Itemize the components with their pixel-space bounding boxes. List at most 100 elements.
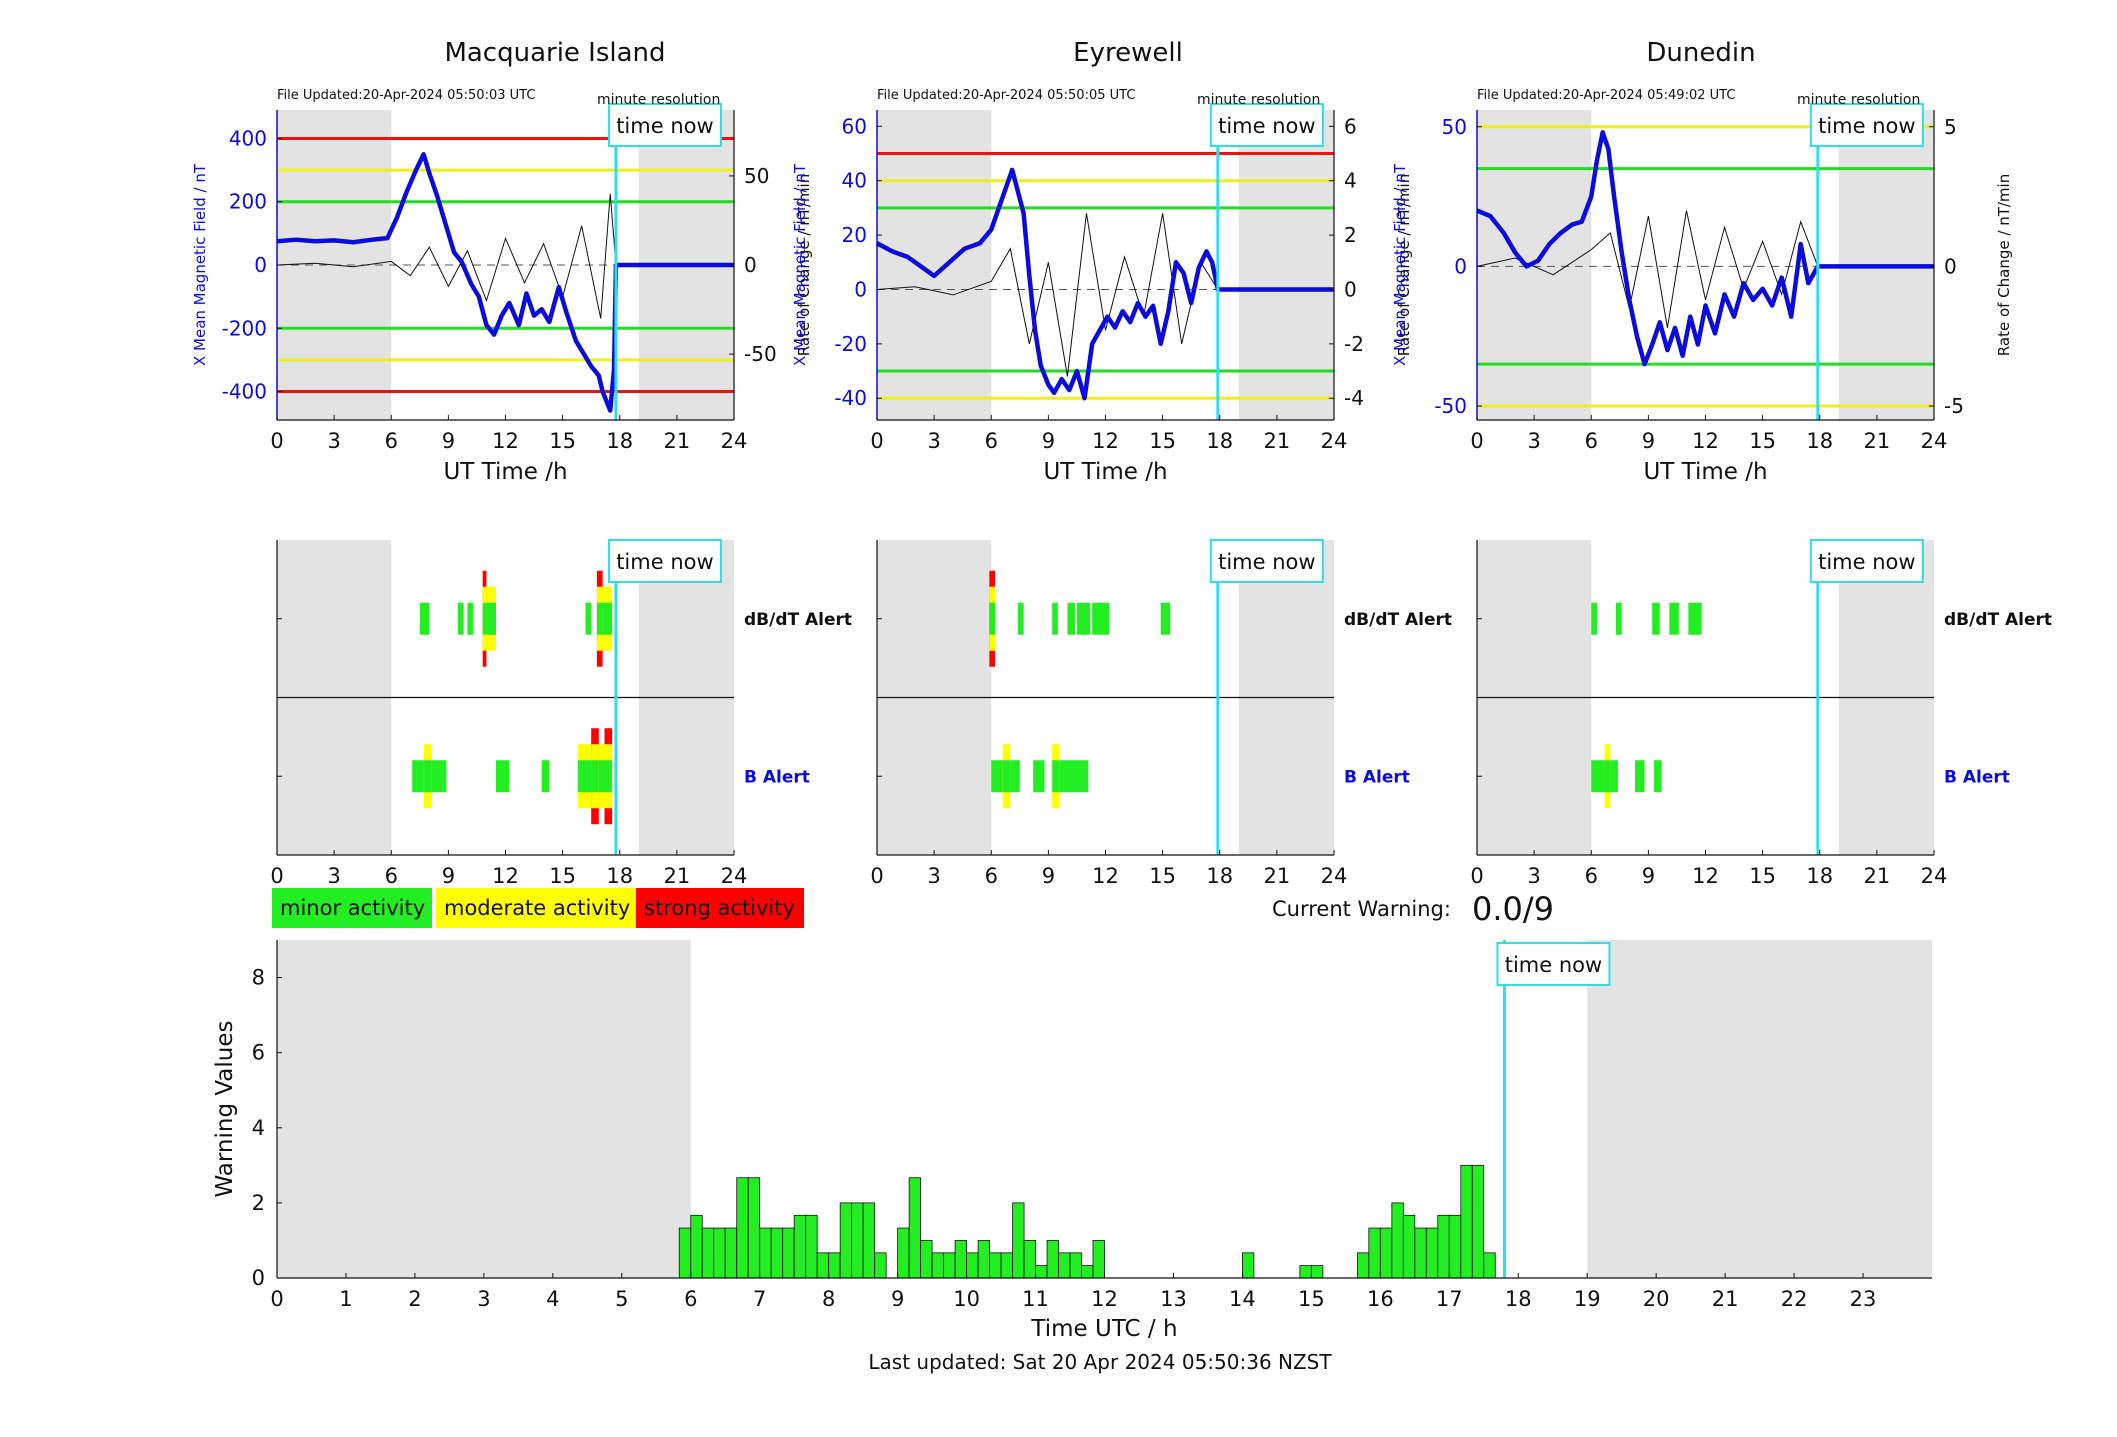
warning-x-ticklabel-15: 15 <box>1298 1287 1325 1311</box>
alert1-row1-minor-1 <box>1002 760 1011 793</box>
top1-x-ticklabel-1: 3 <box>927 429 940 453</box>
alert0-row1-minor-7 <box>598 760 605 793</box>
warning-bar-2 <box>701 1227 715 1279</box>
warning-x-ticklabel-0: 0 <box>270 1287 283 1311</box>
alert1-x-ticklabel-0: 0 <box>870 864 883 888</box>
top1-x-ticklabel-0: 0 <box>870 429 883 453</box>
file-updated-dunedin: File Updated:20-Apr-2024 05:49:02 UTC <box>1477 88 1736 103</box>
warning-bar-18 <box>897 1227 910 1279</box>
alert1-x-ticklabel-3: 9 <box>1042 864 1055 888</box>
warning-x-label: Time UTC / h <box>1030 1316 1177 1342</box>
warning-x-ticklabel-21: 21 <box>1712 1287 1739 1311</box>
warning-bar-4 <box>724 1227 738 1279</box>
alert2-dbdt-alert-label: dB/dT Alert <box>1944 610 2052 630</box>
alert1-x-ticklabel-7: 21 <box>1264 864 1291 888</box>
top0-rate-of-change-line <box>276 193 617 319</box>
file-updated-eyrewell: File Updated:20-Apr-2024 05:50:05 UTC <box>877 88 1136 103</box>
warning-bar-10 <box>793 1214 807 1279</box>
warning-bar-5 <box>736 1177 749 1279</box>
top1-x-label: UT Time /h <box>1043 459 1167 485</box>
top0-x-ticklabel-5: 15 <box>549 429 576 453</box>
station-title-eyrewell: Eyrewell <box>1073 38 1183 68</box>
top1-y-label: X Mean Magnetic Field / nT <box>791 163 809 366</box>
top1-yticklabel-right-2: 0 <box>1344 277 1357 301</box>
top2-x-ticklabel-3: 9 <box>1642 429 1655 453</box>
alert0-x-ticklabel-1: 3 <box>327 864 340 888</box>
top0-time-now-label: time now <box>616 114 713 138</box>
top1-time-now-box <box>1209 103 1324 147</box>
alert2-x-ticklabel-3: 9 <box>1642 864 1655 888</box>
warning-x-ticklabel-2: 2 <box>408 1287 421 1311</box>
warning-bar-51 <box>1483 1252 1496 1279</box>
minute-resolution-eyrewell: minute resolution <box>1197 92 1321 108</box>
top0-x-ticklabel-7: 21 <box>664 429 691 453</box>
alert0-row1-minor-3 <box>495 760 510 793</box>
alert2-row1-minor-0 <box>1591 760 1605 793</box>
top2-yticklabel-right-2: 5 <box>1944 115 1957 139</box>
top2-x-ticklabel-8: 24 <box>1921 429 1948 453</box>
top0-yticklabel-1: -200 <box>222 316 267 340</box>
legend-strong-activity: strong activity <box>636 888 804 928</box>
top1-y-label-right: Rate of Change / nT/min <box>1395 174 1413 356</box>
alert2-row1-minor-1 <box>1604 760 1611 793</box>
top1-night-shade-1 <box>1238 110 1334 420</box>
warning-bar-9 <box>782 1227 795 1279</box>
alert2-x-ticklabel-8: 24 <box>1921 864 1948 888</box>
top0-y-label: X Mean Magnetic Field / nT <box>191 163 209 366</box>
warning-bar-27 <box>1000 1252 1013 1279</box>
top0-yticklabel-right-2: 50 <box>744 164 769 188</box>
warning-bar-3 <box>713 1227 726 1279</box>
alert1-x-ticklabel-1: 3 <box>927 864 940 888</box>
top1-yticklabel-5: 60 <box>842 114 867 138</box>
alert1-x-ticklabel-2: 6 <box>985 864 998 888</box>
warning-x-ticklabel-12: 12 <box>1091 1287 1118 1311</box>
warning-bar-12 <box>816 1252 830 1279</box>
alert2-x-ticklabel-7: 21 <box>1864 864 1891 888</box>
warning-bar-19 <box>908 1177 922 1279</box>
top2-magnetic-field-line <box>1476 130 1934 367</box>
warning-night-shade-1 <box>1587 940 1932 1278</box>
warning-x-ticklabel-6: 6 <box>684 1287 697 1311</box>
alert2-row0-minor-0 <box>1591 602 1597 635</box>
warning-bar-14 <box>839 1202 853 1279</box>
alert0-row1-minor-4 <box>541 760 550 793</box>
top1-yticklabel-0: -40 <box>834 386 867 410</box>
warning-yticklabel-2: 4 <box>252 1116 265 1140</box>
warning-yticklabel-0: 0 <box>252 1266 265 1290</box>
top0-y-label-right: Rate of Change / nT/min <box>795 174 813 356</box>
top2-yticklabel-1: 0 <box>1454 254 1467 278</box>
top0-yticklabel-0: -400 <box>222 380 267 404</box>
warning-time-now-label: time now <box>1505 953 1602 977</box>
warning-x-ticklabel-17: 17 <box>1436 1287 1463 1311</box>
alert2-row1-minor-3 <box>1635 760 1645 793</box>
warning-bar-11 <box>805 1214 818 1279</box>
alert2-x-ticklabel-5: 15 <box>1749 864 1776 888</box>
alert2-time-now-label: time now <box>1818 550 1915 574</box>
warning-bar-23 <box>954 1240 967 1279</box>
warning-bar-49 <box>1460 1164 1473 1279</box>
warning-bar-22 <box>943 1252 956 1279</box>
top2-x-ticklabel-1: 3 <box>1527 429 1540 453</box>
alert0-time-now-box <box>607 539 722 583</box>
current-warning-value: 0.0/9 <box>1472 890 1555 928</box>
top2-y-label: X Mean Magnetic Field / nT <box>1391 163 1409 366</box>
warning-y-label: Warning Values <box>212 1020 238 1197</box>
warning-bar-42 <box>1379 1227 1393 1279</box>
warning-x-ticklabel-19: 19 <box>1574 1287 1601 1311</box>
top2-yticklabel-right-0: -5 <box>1944 394 1964 418</box>
alert2-row0-minor-2 <box>1652 602 1660 635</box>
warning-bar-32 <box>1058 1252 1071 1279</box>
warning-bar-15 <box>851 1202 864 1279</box>
top0-yticklabel-2: 0 <box>254 253 267 277</box>
warning-x-ticklabel-10: 10 <box>953 1287 980 1311</box>
alert1-row1-minor-5 <box>1059 760 1089 793</box>
top1-x-ticklabel-6: 18 <box>1206 429 1233 453</box>
alert0-x-ticklabel-8: 24 <box>721 864 748 888</box>
warning-yticklabel-1: 2 <box>252 1191 265 1215</box>
top0-x-ticklabel-0: 0 <box>270 429 283 453</box>
alert0-row0-minor-5 <box>585 602 592 635</box>
top0-x-ticklabel-1: 3 <box>327 429 340 453</box>
top1-yticklabel-4: 40 <box>842 169 867 193</box>
top1-x-ticklabel-8: 24 <box>1321 429 1348 453</box>
